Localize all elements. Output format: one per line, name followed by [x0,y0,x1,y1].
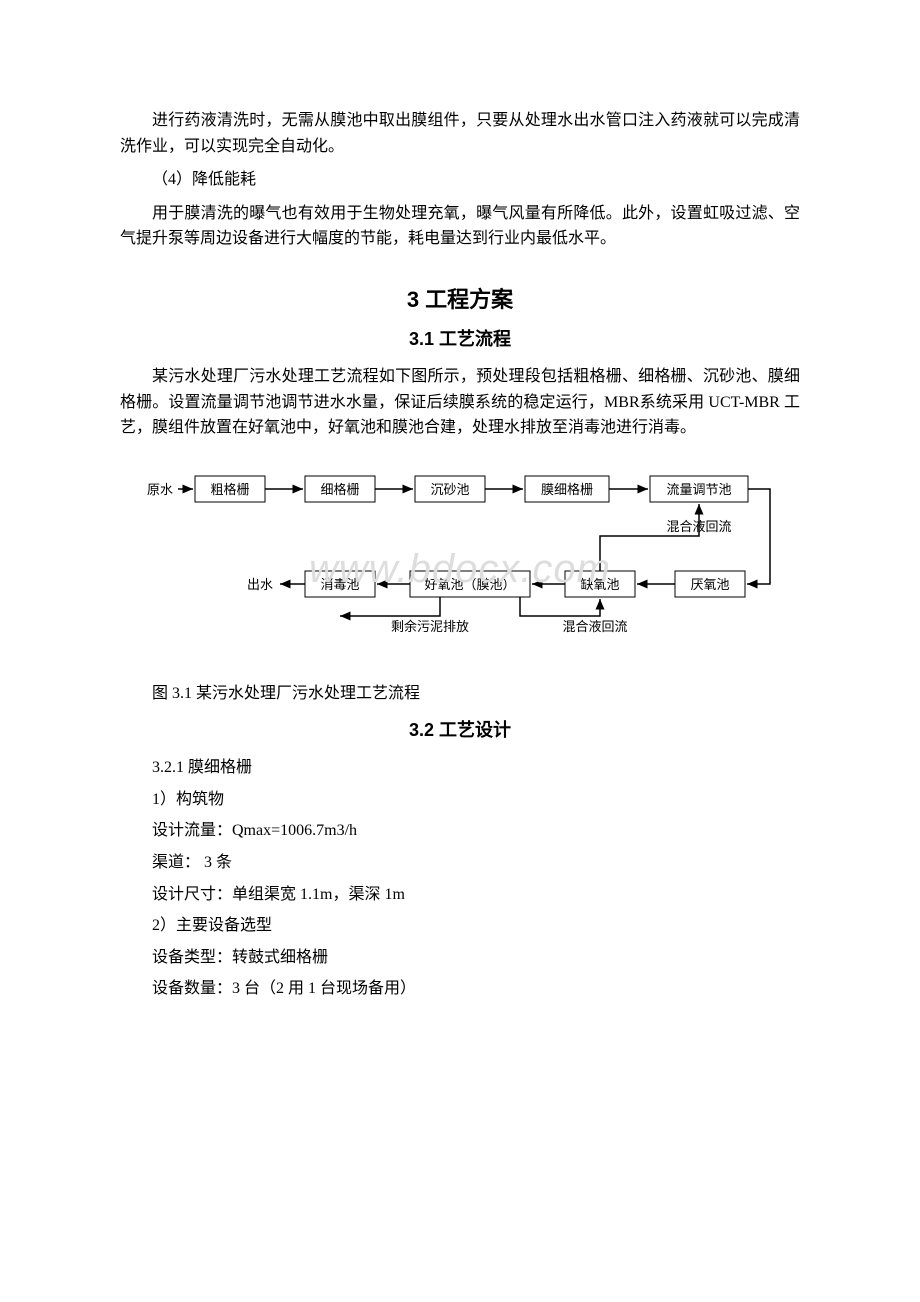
flow-node-coarse: 粗格栅 [195,476,265,502]
svg-text:膜细格栅: 膜细格栅 [541,482,593,497]
flow-node-fine: 细格栅 [305,476,375,502]
heading-2: 3.1 工艺流程 [120,325,800,354]
flow-node-aerobic: 好氧池（膜池） [410,571,530,597]
flow-edge-mix1 [600,504,699,571]
spec-line: 3.2.1 膜细格栅 [152,755,800,781]
svg-text:流量调节池: 流量调节池 [666,482,731,497]
svg-text:缺氧池: 缺氧池 [580,577,619,592]
flow-edge-mix2 [520,597,600,616]
spec-line: 1）构筑物 [152,787,800,813]
spec-line: 设备类型：转鼓式细格栅 [152,945,800,971]
spec-line: 2）主要设备选型 [152,913,800,939]
svg-text:好氧池（膜池）: 好氧池（膜池） [424,577,515,592]
heading-2: 3.2 工艺设计 [120,716,800,745]
svg-text:厌氧池: 厌氧池 [690,577,729,592]
flow-node-disinfect: 消毒池 [305,571,375,597]
flow-node-flowreg: 流量调节池 [650,476,748,502]
flow-edge-sludge [340,597,440,616]
paragraph: 进行药液清洗时，无需从膜池中取出膜组件，只要从处理水出水管口注入药液就可以完成清… [120,108,800,159]
paragraph: 用于膜清洗的曝气也有效用于生物处理充氧，曝气风量有所降低。此外，设置虹吸过滤、空… [120,201,800,252]
figure-caption: 图 3.1 某污水处理厂污水处理工艺流程 [120,681,800,707]
flowchart-svg: 粗格栅 细格栅 沉砂池 膜细格栅 流量调节池 消毒池 [120,461,800,651]
flow-label-effluent: 出水 [247,577,273,592]
spec-line: 设计尺寸：单组渠宽 1.1m，渠深 1m [152,882,800,908]
flow-node-mfine: 膜细格栅 [525,476,609,502]
flow-label-sludge: 剩余污泥排放 [391,619,469,634]
flow-node-grit: 沉砂池 [415,476,485,502]
svg-text:沉砂池: 沉砂池 [430,482,469,497]
flow-node-anaerobic: 厌氧池 [675,571,745,597]
svg-text:消毒池: 消毒池 [320,577,359,592]
heading-1: 3 工程方案 [120,282,800,317]
document-page: 进行药液清洗时，无需从膜池中取出膜组件，只要从处理水出水管口注入药液就可以完成清… [0,0,920,1068]
flow-node-anoxic: 缺氧池 [565,571,635,597]
flow-label-mix2: 混合液回流 [562,619,627,634]
spec-line: 渠道： 3 条 [152,850,800,876]
flowchart-container: 粗格栅 细格栅 沉砂池 膜细格栅 流量调节池 消毒池 [120,461,800,651]
svg-text:粗格栅: 粗格栅 [210,482,249,497]
flow-label-raw: 原水 [147,482,173,497]
paragraph: （4）降低能耗 [120,167,800,193]
flow-edge [747,489,770,584]
svg-text:细格栅: 细格栅 [320,482,359,497]
spec-line: 设计流量：Qmax=1006.7m3/h [152,818,800,844]
flow-label-mix1: 混合液回流 [666,519,731,534]
paragraph: 某污水处理厂污水处理工艺流程如下图所示，预处理段包括粗格栅、细格栅、沉砂池、膜细… [120,364,800,441]
spec-line: 设备数量：3 台（2 用 1 台现场备用） [152,976,800,1002]
